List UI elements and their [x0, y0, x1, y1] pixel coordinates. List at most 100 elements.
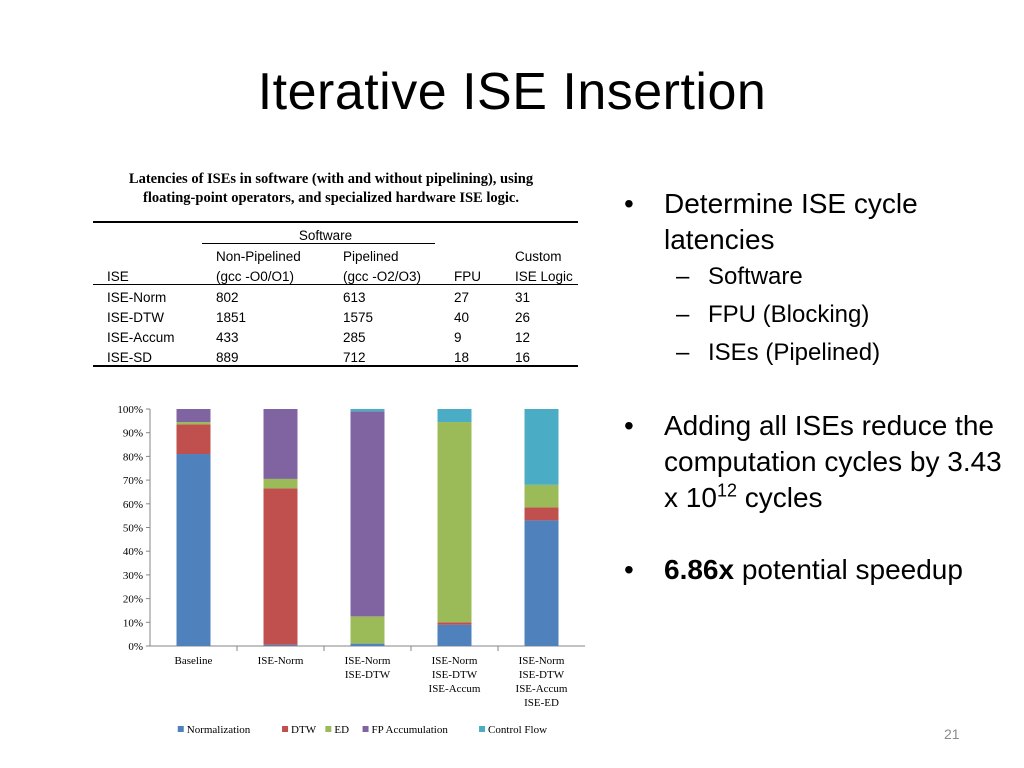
x-category-label: ISE-Norm [258, 655, 304, 667]
speedup-text: potential speedup [734, 554, 963, 585]
cell-fpu: 40 [454, 310, 470, 325]
bar-segment-ed [263, 478, 298, 489]
x-category-label: ISE-Norm [519, 655, 565, 667]
cell-ise: ISE-SD [93, 345, 197, 367]
bullet-list: • Determine ISE cycle latencies – Softwa… [616, 186, 1016, 588]
x-category-label: ISE-DTW [345, 669, 391, 681]
legend-swatch-control-flow [479, 726, 486, 732]
cell-ise: ISE-DTW [107, 310, 164, 325]
legend-swatch-dtw [282, 726, 289, 732]
x-category-label: Baseline [175, 655, 213, 667]
cell-nonpipelined: 802 [216, 290, 239, 305]
bar-segment-dtw [176, 424, 211, 455]
bar-segment-normalization [524, 520, 559, 646]
cell-ise: ISE-Norm [107, 290, 167, 305]
y-tick-label: 20% [123, 594, 143, 606]
legend-swatch-ed [325, 726, 332, 732]
sub-bullet-dash: – [676, 339, 690, 366]
header-custom-sub: ISE Logic [501, 264, 578, 285]
bar-segment-ed [350, 616, 385, 644]
latency-table: Software Non-Pipelined Pipelined Custom … [93, 221, 578, 367]
legend-label: Control Flow [488, 724, 547, 736]
bar-segment-normalization [263, 644, 298, 646]
cell-fpu: 9 [454, 330, 462, 345]
stacked-bar-chart: 0% 10% 20% 30% 40% 50% 60% 70% 80% 90% 100% Baselin… [117, 404, 585, 736]
table-group-header-row: Software [93, 221, 578, 244]
y-tick-label: 0% [128, 641, 143, 653]
y-tick-label: 40% [123, 546, 143, 558]
y-tick-label: 90% [123, 428, 143, 440]
y-tick-label: 100% [117, 404, 143, 416]
bar-segment-normalization [176, 454, 211, 646]
slide-title: Iterative ISE Insertion [257, 63, 767, 121]
cell-nonpipelined: 1851 [216, 310, 247, 325]
bullet-determine-latencies: • Determine ISE cycle latencies [616, 186, 1016, 258]
y-tick-label: 80% [123, 451, 143, 463]
sub-bullet-text: Software [708, 263, 803, 290]
bar-segment-control-flow [350, 409, 385, 412]
bar-segment-ed [524, 484, 559, 508]
bullet-dot: • [624, 410, 634, 441]
legend-swatch-normalization [177, 726, 184, 732]
cell-custom: 12 [515, 330, 531, 345]
x-category-label: ISE-ED [524, 697, 559, 709]
sub-bullet-dash: – [676, 301, 690, 328]
speedup-value: 6.86x [664, 554, 735, 585]
y-tick-label: 10% [123, 617, 143, 629]
cell-nonpipelined: 433 [216, 330, 239, 345]
legend-swatch-fp-accumulation [362, 726, 369, 732]
bar-segment-control-flow [524, 409, 559, 485]
sub-bullet-text: FPU (Blocking) [708, 301, 870, 328]
cell-pipelined: 613 [343, 290, 366, 305]
header-custom: Custom [515, 249, 562, 264]
x-category-label: ISE-Accum [516, 683, 568, 695]
cell-pipelined: 285 [343, 330, 366, 345]
x-category-label: ISE-Norm [345, 655, 391, 667]
bullet-text: Adding all ISEs reduce the computation c… [664, 410, 1002, 513]
bullet-dot: • [624, 188, 634, 219]
legend-label: DTW [291, 724, 317, 736]
x-category-label: ISE-DTW [519, 669, 565, 681]
bar-segment-normalization [437, 624, 472, 646]
bar-segment-control-flow [437, 409, 472, 423]
table-caption: Latencies of ISEs in software (with and … [92, 170, 570, 208]
sub-bullet-dash: – [676, 263, 690, 290]
sub-bullet-fpu: – FPU (Blocking) [616, 296, 1016, 334]
header-nonpipelined-sub: (gcc -O0/O1) [202, 264, 324, 285]
bar-segment-fp-accumulation [350, 411, 385, 617]
cell-custom: 26 [515, 310, 531, 325]
sub-bullet-software: – Software [616, 258, 1016, 296]
table-header-row-2: ISE (gcc -O0/O1) (gcc -O2/O3) FPU ISE Lo… [93, 264, 578, 285]
bullet-speedup: • 6.86x potential speedup [616, 552, 1016, 588]
y-tick-label: 60% [123, 499, 143, 511]
x-category-label: ISE-Accum [429, 683, 481, 695]
y-tick-label: 50% [123, 523, 143, 535]
bar-segment-fp-accumulation [176, 409, 211, 423]
table-row: ISE-DTW 1851 1575 40 26 [93, 305, 578, 325]
table-row: ISE-Accum 433 285 9 12 [93, 325, 578, 345]
header-fpu: FPU [440, 264, 496, 285]
legend-label: FP Accumulation [372, 724, 449, 736]
cell-ise: ISE-Accum [107, 330, 175, 345]
bullet-text: Determine ISE cycle latencies [664, 188, 918, 255]
bar-segment-ed [176, 422, 211, 425]
header-pipelined: Pipelined [343, 249, 399, 264]
cell-fpu: 18 [440, 345, 496, 367]
bar-segment-fp-accumulation [263, 409, 298, 479]
bullet-reduce-cycles: • Adding all ISEs reduce the computation… [616, 408, 1016, 516]
x-category-label: ISE-DTW [432, 669, 478, 681]
bullet-text: 6.86x potential speedup [664, 554, 963, 585]
bar-segment-dtw [263, 488, 298, 645]
header-ise: ISE [93, 264, 197, 285]
bar-segment-normalization [350, 643, 385, 646]
legend-label: Normalization [187, 724, 251, 736]
table-caption-line-1: Latencies of ISEs in software (with and … [128, 171, 534, 187]
table-row: ISE-SD 889 712 18 16 [93, 345, 578, 367]
sub-bullet-ises: – ISEs (Pipelined) [616, 334, 1016, 372]
bar-segment-ed [437, 422, 472, 623]
cell-pipelined: 1575 [343, 310, 374, 325]
table-row: ISE-Norm 802 613 27 31 [93, 285, 578, 305]
exponent: 12 [716, 480, 737, 501]
cell-fpu: 27 [454, 290, 470, 305]
bullet-text-end: cycles [736, 482, 823, 513]
